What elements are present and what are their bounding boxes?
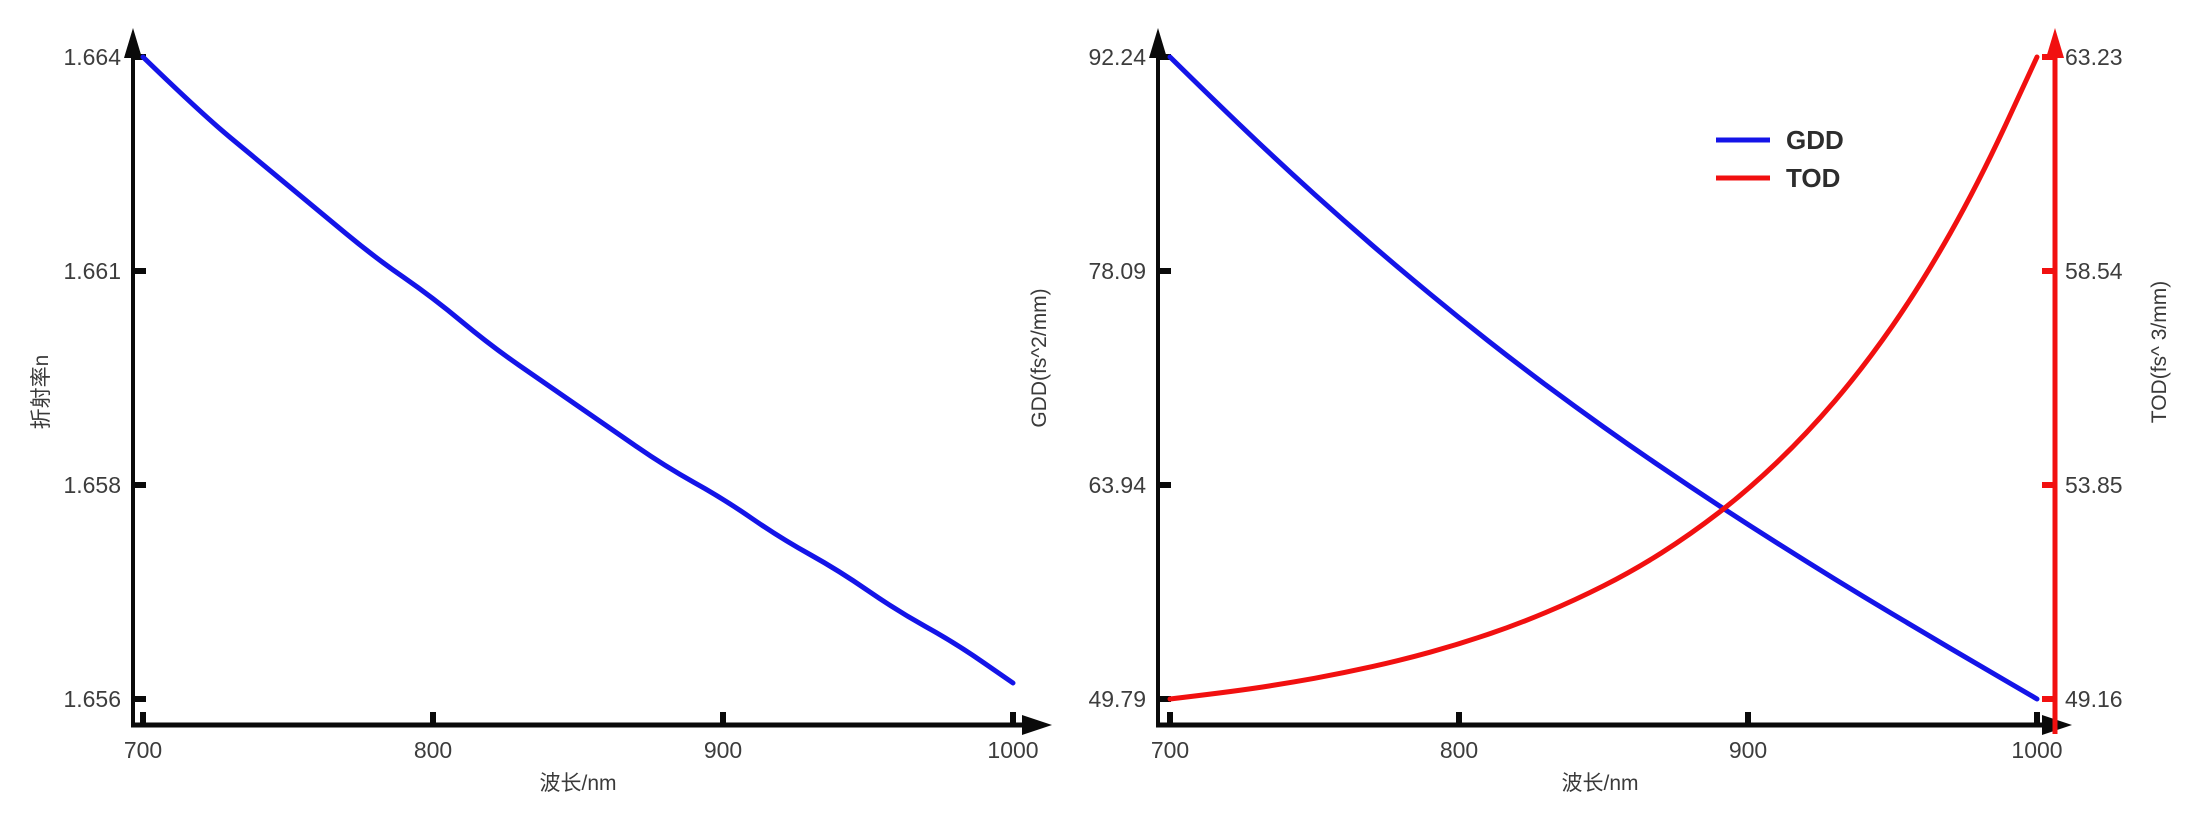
x-tick-label: 700	[124, 737, 162, 763]
x-tick-mark	[1167, 712, 1173, 723]
y-tick-label: 49.79	[1088, 686, 1146, 712]
x-axis-title: 波长/nm	[539, 772, 616, 795]
right-y-axis-arrow-icon	[2046, 28, 2064, 58]
y-axis-arrow-icon	[124, 28, 142, 58]
y-axis-title: GDD(fs^2/mm)	[1028, 288, 1051, 427]
gdd-tod-chart: 700 800 900 1000 92.24 78.09 63.94 49.79 GDD(fs^…	[1028, 28, 2171, 795]
right-y-tick-mark	[2042, 268, 2053, 274]
x-tick-label: 1000	[2011, 737, 2062, 763]
y-tick-mark	[135, 268, 146, 274]
y-tick-mark	[1160, 696, 1171, 702]
x-tick-mark	[430, 712, 436, 723]
y-tick-mark	[1160, 482, 1171, 488]
y-tick-mark	[1160, 268, 1171, 274]
y-tick-label: 78.09	[1088, 258, 1146, 284]
legend-label-gdd: GDD	[1786, 125, 1844, 155]
x-tick-mark	[720, 712, 726, 723]
y-axis-arrow-icon	[1149, 28, 1167, 58]
y-tick-label: 92.24	[1088, 44, 1146, 70]
x-tick-label: 900	[704, 737, 742, 763]
x-tick-mark	[140, 712, 146, 723]
x-tick-label: 900	[1729, 737, 1767, 763]
y-tick-label: 1.661	[63, 258, 121, 284]
refractive-index-chart: 700 800 900 1000 1.664 1.661 1.658 1.656 折射率n 波长/…	[30, 28, 1052, 795]
x-tick-label: 800	[1440, 737, 1478, 763]
x-axis-arrow-icon	[1022, 715, 1052, 735]
x-tick-label: 1000	[987, 737, 1038, 763]
curve-TOD	[1167, 54, 2040, 702]
right-y-tick-mark	[2042, 696, 2053, 702]
y-tick-label: 1.656	[63, 686, 121, 712]
legend-label-tod: TOD	[1786, 163, 1840, 193]
y-axis-title: 折射率n	[30, 355, 53, 430]
right-y-tick-label: 49.16	[2065, 686, 2123, 712]
y-tick-mark	[135, 482, 146, 488]
x-tick-mark	[1745, 712, 1751, 723]
curve-n	[140, 54, 1016, 686]
x-tick-label: 800	[414, 737, 452, 763]
right-y-axis-title: TOD(fs^ 3/mm)	[2148, 281, 2171, 423]
legend: GDD TOD	[1716, 125, 1844, 193]
right-y-tick-label: 63.23	[2065, 44, 2123, 70]
y-tick-mark	[135, 696, 146, 702]
y-tick-label: 63.94	[1088, 472, 1146, 498]
y-tick-label: 1.664	[63, 44, 121, 70]
x-tick-mark	[2034, 712, 2040, 723]
right-y-tick-mark	[2042, 482, 2053, 488]
right-y-tick-label: 53.85	[2065, 472, 2123, 498]
curve-GDD	[1167, 54, 2040, 702]
right-y-tick-label: 58.54	[2065, 258, 2123, 284]
x-axis-title: 波长/nm	[1561, 772, 1638, 795]
x-tick-mark	[1010, 712, 1016, 723]
x-tick-label: 700	[1151, 737, 1189, 763]
x-tick-mark	[1456, 712, 1462, 723]
y-tick-mark	[1160, 54, 1171, 60]
y-tick-label: 1.658	[63, 472, 121, 498]
right-y-tick-mark	[2042, 54, 2053, 60]
